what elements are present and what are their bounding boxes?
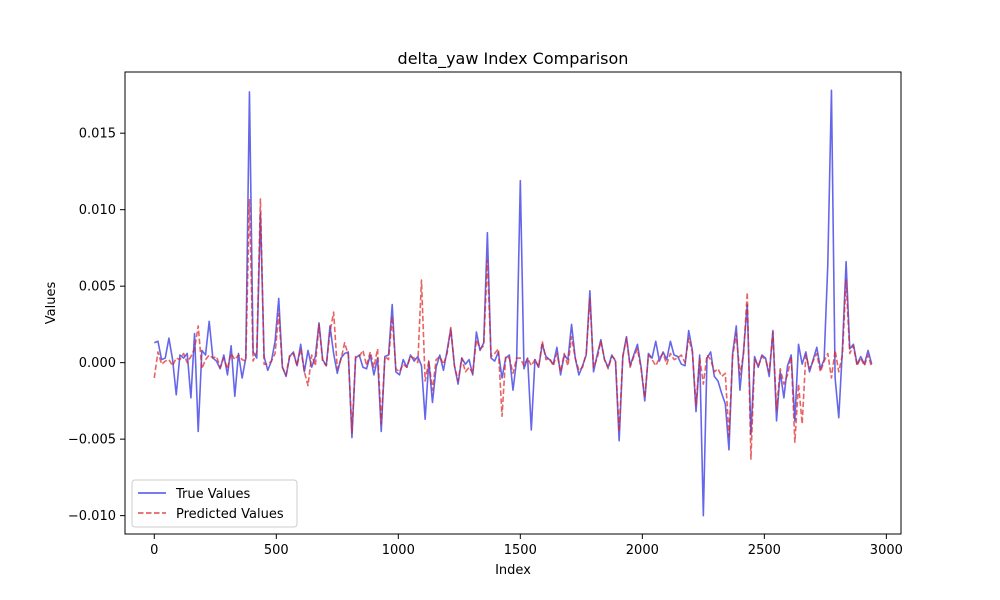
x-tick-label: 500 <box>264 543 289 558</box>
y-tick-label: −0.010 <box>68 509 116 524</box>
x-tick-label: 3000 <box>870 543 903 558</box>
series-line-predicted-values <box>153 198 873 460</box>
x-axis-label: Index <box>495 563 531 578</box>
x-tick-label: 0 <box>150 543 158 558</box>
series-line-true-values <box>153 89 873 517</box>
y-axis-label: Values <box>44 282 59 325</box>
legend: True Values Predicted Values <box>131 479 298 528</box>
legend-label-predicted: Predicted Values <box>176 507 284 522</box>
chart-title: delta_yaw Index Comparison <box>398 49 629 69</box>
x-tick-label: 1500 <box>504 543 537 558</box>
x-tick-label: 2000 <box>626 543 659 558</box>
y-tick-label: −0.005 <box>68 433 116 448</box>
y-tick-label: 0.000 <box>79 356 116 371</box>
y-axis-ticks: −0.010 −0.005 0.000 0.005 0.010 0.015 <box>68 127 125 524</box>
x-tick-label: 2500 <box>748 543 781 558</box>
series-layer <box>153 89 873 517</box>
x-tick-label: 1000 <box>382 543 415 558</box>
y-tick-label: 0.015 <box>79 127 116 142</box>
y-tick-label: 0.010 <box>79 203 116 218</box>
x-axis-ticks: 0 500 1000 1500 2000 2500 3000 <box>150 534 903 558</box>
y-tick-label: 0.005 <box>79 280 116 295</box>
legend-box <box>131 479 298 528</box>
legend-label-true: True Values <box>175 487 250 502</box>
plot-frame <box>124 71 902 535</box>
